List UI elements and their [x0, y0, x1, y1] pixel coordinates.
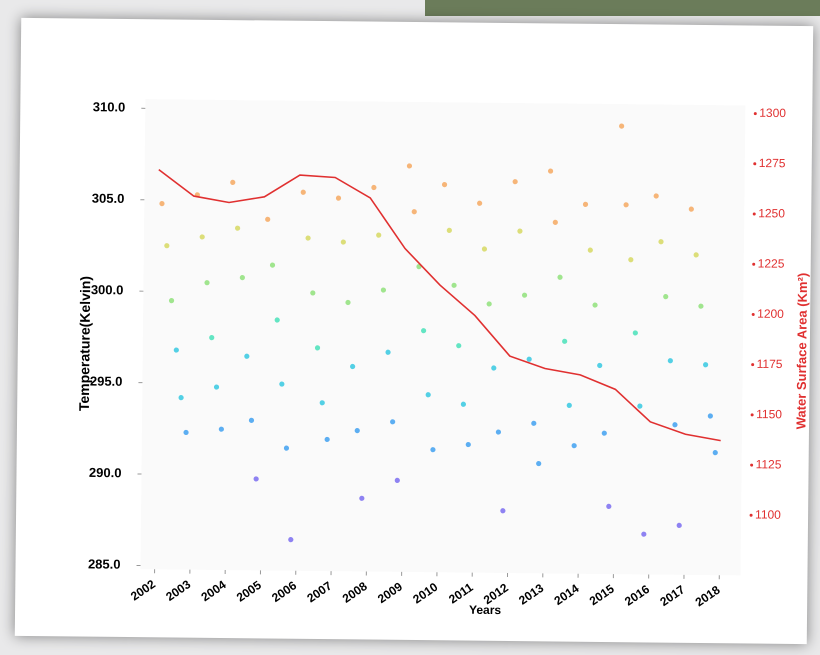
x-tick-label: 2010	[410, 580, 440, 607]
plot-area	[140, 99, 745, 575]
x-axis-title: Years	[469, 603, 502, 617]
x-tick-label: 2013	[516, 581, 546, 608]
y-tick-label: 300.0	[91, 282, 124, 297]
x-tick-label: 2004	[199, 577, 229, 604]
x-tick-label: 2002	[128, 577, 158, 604]
x-tick-label: 2009	[375, 579, 405, 606]
x-tick-label: 2017	[657, 582, 687, 609]
y-tick-label: 285.0	[88, 556, 121, 571]
x-tick-label: 2016	[622, 582, 652, 609]
y2-tick-label: 1250	[758, 206, 785, 220]
y2-tick-label: 1275	[759, 156, 786, 170]
y2-tick-label: 1200	[757, 307, 784, 321]
y2-tick	[751, 413, 754, 416]
background-photo	[425, 0, 820, 16]
y2-tick	[752, 313, 755, 316]
y2-tick-label: 1225	[758, 256, 785, 270]
x-tick-label: 2003	[163, 577, 193, 604]
y2-tick-label: 1125	[756, 457, 782, 471]
y-tick-label: 295.0	[90, 374, 123, 389]
y2-tick	[753, 213, 756, 216]
y2-tick	[753, 162, 756, 165]
x-tick-label: 2006	[269, 578, 299, 605]
chart-card: Years Temperature(Kelvin) Water Surface …	[15, 18, 813, 644]
y2-tick	[754, 112, 757, 115]
y-tick-label: 310.0	[93, 99, 126, 114]
x-tick-label: 2005	[234, 578, 264, 605]
y2-tick	[752, 263, 755, 266]
page: {"chart_data": {"type": "scatter-line", …	[0, 0, 820, 655]
y2-tick-label: 1300	[759, 106, 786, 120]
y2-tick-label: 1100	[755, 507, 781, 521]
y2-tick	[750, 464, 753, 467]
y2-tick	[750, 514, 753, 517]
y2-tick-label: 1175	[757, 357, 783, 371]
y-tick-label: 290.0	[89, 465, 122, 480]
y-tick-label: 305.0	[92, 191, 125, 206]
chart: Years Temperature(Kelvin) Water Surface …	[15, 18, 813, 644]
x-tick-label: 2008	[340, 579, 370, 606]
x-tick-label: 2015	[587, 581, 617, 608]
y2-axis-title: Water Surface Area (Km²)	[793, 273, 810, 430]
y2-tick	[751, 363, 754, 366]
x-tick-label: 2014	[552, 581, 582, 608]
x-tick-label: 2018	[693, 583, 723, 610]
y2-tick-label: 1150	[756, 407, 782, 421]
x-tick-label: 2007	[304, 579, 334, 606]
